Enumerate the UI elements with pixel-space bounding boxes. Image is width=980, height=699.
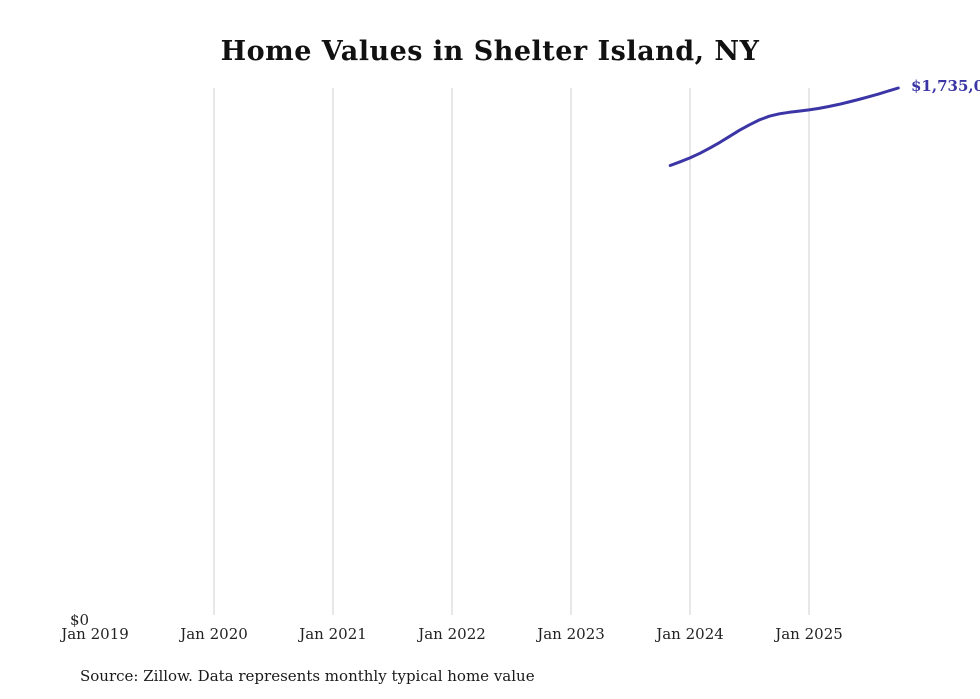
chart-title: Home Values in Shelter Island, NY [220,36,760,67]
latest-value-label: $1,735,000 [911,77,980,95]
x-tick-jan-2019: Jan 2019 [61,625,129,643]
x-tick-jan-2023: Jan 2023 [537,625,605,643]
y-axis-zero-label: $0 [70,611,90,629]
x-tick-jan-2021: Jan 2021 [299,625,367,643]
source-note: Source: Zillow. Data represents monthly … [80,667,535,685]
x-tick-jan-2024: Jan 2024 [656,625,724,643]
x-tick-jan-2022: Jan 2022 [418,625,486,643]
home-value-series-line [668,86,900,167]
x-tick-jan-2025: Jan 2025 [775,625,843,643]
x-tick-jan-2020: Jan 2020 [180,625,248,643]
